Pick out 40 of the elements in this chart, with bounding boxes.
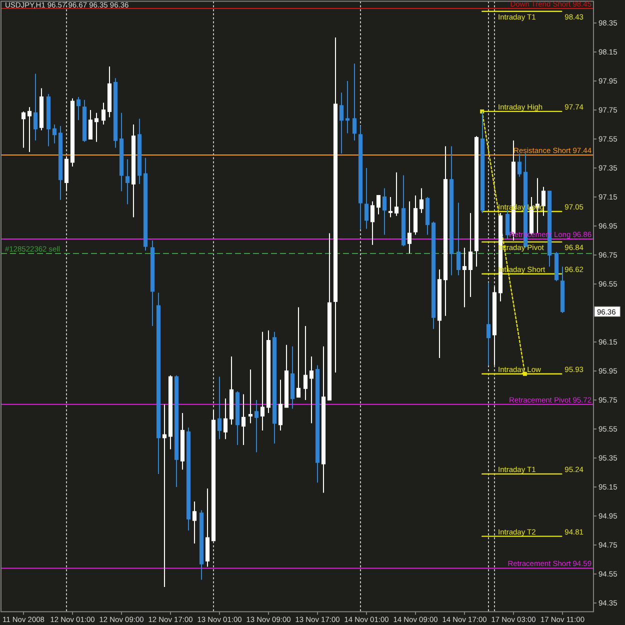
- candlestick: [241, 394, 246, 446]
- candlestick: [21, 110, 26, 148]
- candlestick: [303, 326, 308, 400]
- candlestick: [456, 202, 461, 276]
- candlestick: [419, 188, 424, 214]
- candlestick: [205, 488, 210, 568]
- candlestick: [52, 124, 57, 144]
- candlestick: [162, 404, 167, 588]
- candlestick: [192, 501, 197, 544]
- candlestick: [352, 63, 357, 141]
- candlestick: [76, 96, 81, 121]
- candlestick: [364, 168, 369, 230]
- candlestick: [394, 172, 399, 216]
- candlestick: [370, 200, 375, 246]
- candlestick: [254, 400, 259, 453]
- candlestick: [64, 156, 69, 192]
- candlestick: [339, 92, 344, 154]
- candlestick: [296, 306, 301, 398]
- candlestick: [462, 247, 467, 308]
- candlestick: [407, 200, 412, 254]
- candlestick: [125, 158, 130, 205]
- candlestick: [345, 80, 350, 134]
- candlestick: [27, 106, 32, 153]
- candlestick: [388, 196, 393, 218]
- candlestick: [217, 376, 222, 440]
- candlestick: [309, 356, 314, 424]
- candlestick: [248, 369, 253, 424]
- candlestick: [33, 73, 38, 141]
- candlestick: [94, 112, 99, 142]
- candlestick: [468, 212, 473, 298]
- candlestick: [517, 153, 522, 178]
- candlestick: [223, 398, 228, 440]
- candlestick: [101, 102, 106, 125]
- candlestick: [278, 379, 283, 431]
- candlestick: [413, 195, 418, 236]
- candlestick: [376, 195, 381, 215]
- candlestick: [382, 188, 387, 236]
- candlestick: [486, 282, 491, 366]
- candlestick: [260, 331, 265, 431]
- candlestick: [88, 110, 93, 140]
